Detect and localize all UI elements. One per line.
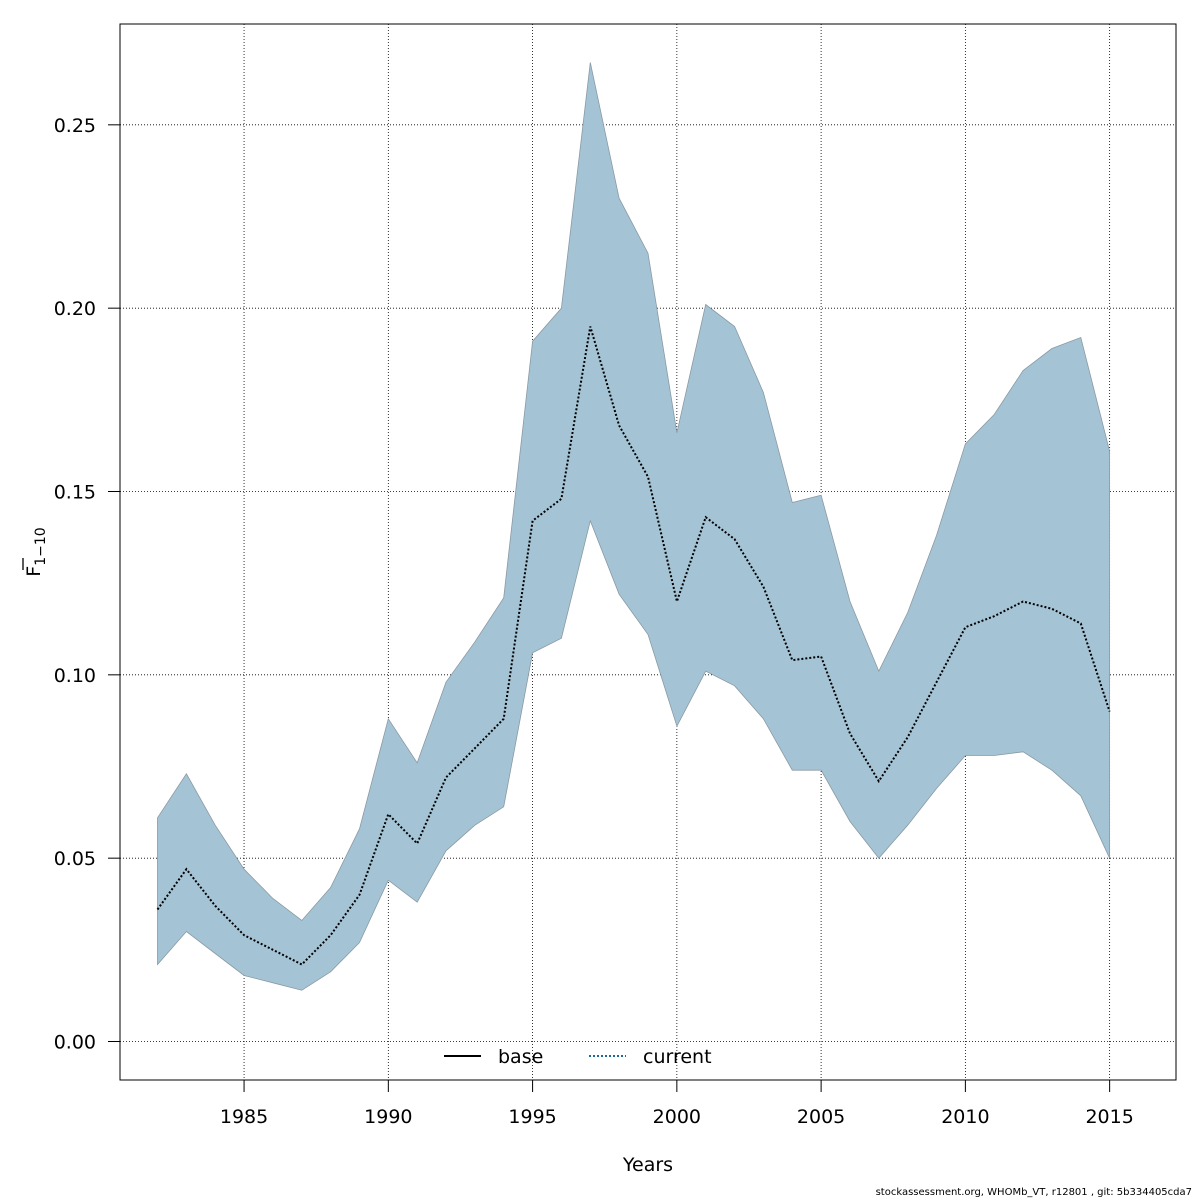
- y-tick-label-0.10: 0.10: [54, 665, 96, 687]
- confidence-band-current: [157, 62, 1110, 991]
- data-point-1982: [157, 909, 159, 911]
- data-point-2013: [1051, 608, 1053, 610]
- data-point-1984: [214, 905, 216, 907]
- data-point-1989: [358, 894, 360, 896]
- data-point-2014: [1080, 623, 1082, 625]
- data-point-1987: [301, 964, 303, 966]
- y-tick-label-0.05: 0.05: [54, 848, 96, 870]
- data-point-1998: [618, 425, 620, 427]
- svg-text:F1−10: F1−10: [23, 527, 49, 576]
- data-point-1986: [272, 949, 274, 951]
- data-point-2004: [791, 659, 793, 661]
- data-point-1988: [330, 934, 332, 936]
- legend: base current: [444, 1046, 712, 1068]
- data-point-1997: [589, 326, 591, 328]
- data-point-2000: [676, 601, 678, 603]
- x-tick-label-2000: 2000: [653, 1106, 701, 1128]
- y-axis-title: F1−10: [22, 527, 49, 577]
- data-point-1983: [185, 868, 187, 870]
- x-axis: 1985 1990 1995 2000 2005 2010 2015: [220, 1079, 1134, 1128]
- data-point-1993: [474, 747, 476, 749]
- legend-label-base: base: [498, 1046, 543, 1068]
- data-point-2009: [936, 681, 938, 683]
- data-point-2015: [1109, 711, 1111, 713]
- data-point-2006: [849, 733, 851, 735]
- data-point-2002: [734, 538, 736, 540]
- x-tick-label-2015: 2015: [1085, 1106, 1133, 1128]
- data-point-2007: [878, 780, 880, 782]
- data-point-2005: [820, 656, 822, 658]
- x-axis-title: Years: [622, 1154, 673, 1176]
- y-axis-title-base: F: [23, 566, 45, 577]
- data-point-1994: [503, 718, 505, 720]
- data-point-2008: [907, 736, 909, 738]
- data-point-1991: [416, 843, 418, 845]
- x-tick-label-1995: 1995: [508, 1106, 556, 1128]
- data-point-1996: [560, 498, 562, 500]
- data-point-1999: [647, 476, 649, 478]
- data-point-2001: [705, 516, 707, 518]
- y-tick-label-0.00: 0.00: [54, 1032, 96, 1054]
- footer-credit: stockassessment.org, WHOMb_VT, r12801 , …: [875, 1187, 1192, 1198]
- x-tick-label-1990: 1990: [364, 1106, 412, 1128]
- data-point-2011: [993, 615, 995, 617]
- data-point-1995: [532, 520, 534, 522]
- y-tick-label-0.20: 0.20: [54, 298, 96, 320]
- x-tick-label-2005: 2005: [797, 1106, 845, 1128]
- y-tick-label-0.15: 0.15: [54, 482, 96, 504]
- x-tick-label-1985: 1985: [220, 1106, 268, 1128]
- data-point-2003: [762, 586, 764, 588]
- data-point-1990: [387, 813, 389, 815]
- data-point-2012: [1022, 601, 1024, 603]
- series-line-current: [156, 326, 1111, 966]
- x-tick-label-2010: 2010: [941, 1106, 989, 1128]
- y-axis-title-subscript: 1−10: [33, 527, 49, 565]
- legend-label-current: current: [643, 1046, 712, 1068]
- data-point-1992: [445, 777, 447, 779]
- y-axis: 0.00 0.05 0.10 0.15 0.20 0.25: [54, 115, 120, 1054]
- data-point-2010: [964, 626, 966, 628]
- y-tick-label-0.25: 0.25: [54, 115, 96, 137]
- data-point-1985: [243, 934, 245, 936]
